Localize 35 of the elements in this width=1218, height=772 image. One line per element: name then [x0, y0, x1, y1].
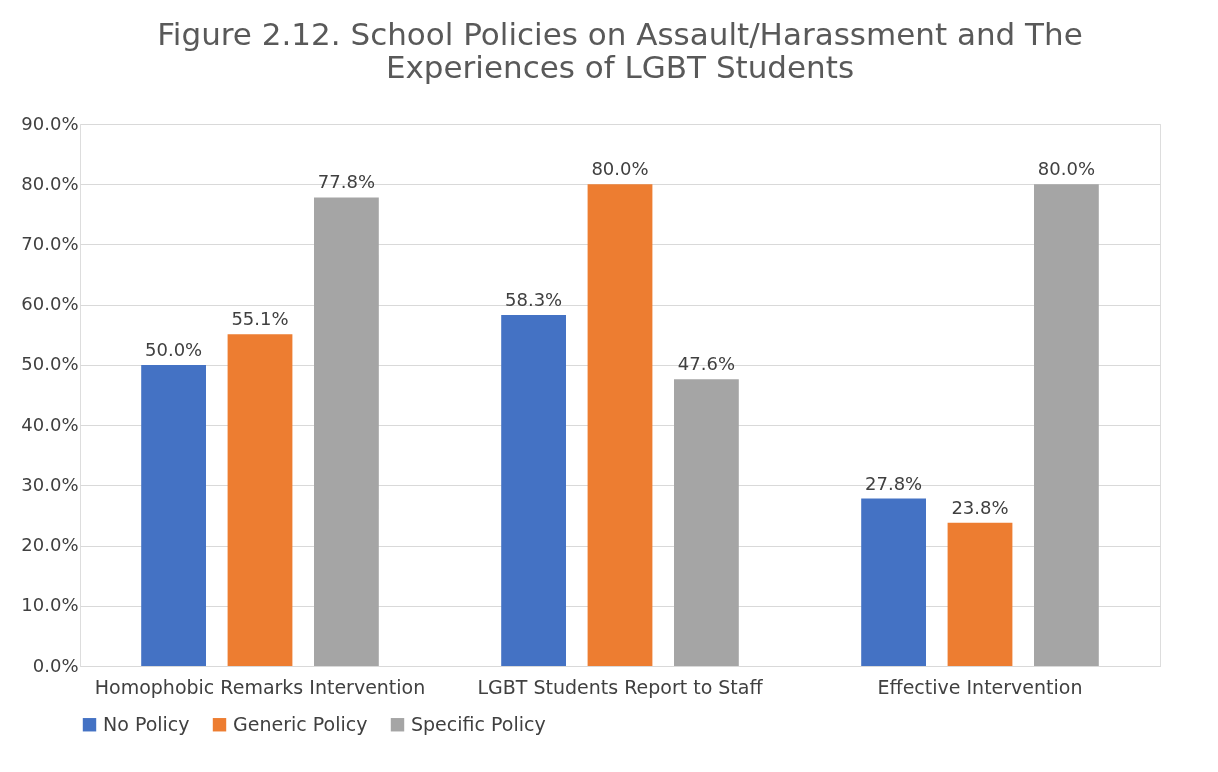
bar [674, 379, 739, 666]
y-tick-label: 80.0% [21, 172, 79, 194]
data-label: 55.1% [231, 308, 289, 330]
y-tick-label: 30.0% [21, 473, 79, 495]
y-tick-label: 20.0% [21, 534, 79, 556]
data-label: 50.0% [145, 338, 203, 360]
data-label: 80.0% [1037, 158, 1095, 180]
chart-title: Figure 2.12. School Policies on Assault/Harassment and The Experiences of LGBT Students [157, 16, 1083, 85]
data-label: 23.8% [951, 496, 1009, 518]
y-tick-label: 70.0% [21, 232, 79, 254]
legend-label: Specific Policy [411, 712, 546, 735]
y-tick-label: 50.0% [21, 353, 79, 375]
data-label: 77.8% [317, 171, 375, 193]
bar [227, 334, 293, 666]
bar [861, 498, 926, 666]
bar [587, 184, 653, 666]
x-tick-label: LGBT Students Report to Staff [477, 675, 764, 698]
data-label: 58.3% [505, 288, 563, 310]
y-tick-label: 60.0% [21, 293, 79, 315]
data-label: 27.8% [865, 472, 923, 494]
bar [141, 364, 206, 666]
y-tick-label: 40.0% [21, 413, 79, 435]
legend-label: Generic Policy [233, 712, 368, 735]
y-tick-label: 90.0% [21, 112, 79, 134]
legend-label: No Policy [103, 712, 190, 735]
data-label: 47.6% [677, 353, 735, 375]
x-tick-label: Effective Intervention [877, 675, 1083, 698]
bar [501, 314, 566, 666]
bar [947, 522, 1013, 666]
bar [314, 197, 379, 666]
x-tick-label: Homophobic Remarks Intervention [94, 675, 426, 698]
data-label: 80.0% [591, 158, 649, 180]
y-tick-label: 0.0% [32, 654, 79, 676]
y-tick-label: 10.0% [21, 594, 79, 616]
bar [1034, 184, 1099, 666]
